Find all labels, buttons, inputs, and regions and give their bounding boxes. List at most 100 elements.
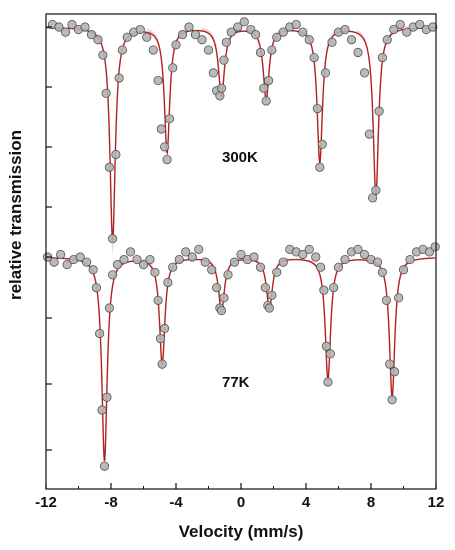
data-point (75, 252, 85, 262)
data-point (93, 35, 103, 45)
data-point (387, 395, 397, 405)
data-point (316, 262, 326, 272)
data-point (82, 257, 92, 267)
x-tick-label: 0 (237, 494, 245, 511)
data-point (340, 24, 350, 35)
data-point (163, 277, 173, 288)
data-point (148, 45, 158, 55)
annotation-77k: 77K (222, 374, 250, 391)
data-point (394, 293, 404, 303)
data-point (60, 27, 71, 37)
data-point (171, 40, 181, 50)
data-point (264, 303, 275, 313)
data-point (135, 24, 145, 35)
data-point (320, 68, 331, 78)
data-point (353, 244, 363, 254)
data-point (298, 249, 308, 260)
data-point (291, 19, 301, 30)
subspectrum-band (308, 258, 348, 389)
data-point (239, 17, 249, 27)
data-point (333, 262, 344, 272)
data-point (259, 83, 269, 93)
data-point (49, 257, 59, 267)
data-point (219, 55, 229, 65)
subspectrum-band (85, 260, 124, 475)
data-point (108, 270, 118, 280)
x-tick-label: 8 (367, 494, 375, 511)
data-point (298, 27, 308, 37)
data-point (132, 254, 142, 265)
y-axis-ticks (46, 26, 52, 451)
data-point (190, 30, 201, 40)
data-point (101, 88, 111, 98)
data-point (278, 257, 288, 267)
data-point (104, 162, 114, 172)
data-point (67, 19, 77, 30)
data-point (389, 367, 400, 377)
data-point (200, 257, 210, 267)
data-point (359, 68, 370, 78)
data-point (312, 104, 322, 114)
data-point (184, 22, 194, 32)
data-point (216, 83, 227, 93)
data-point (251, 30, 261, 40)
data-point (325, 349, 335, 359)
fit-curve (46, 27, 435, 242)
subspectrum-band (142, 258, 182, 373)
data-point (424, 247, 435, 257)
data-point (226, 27, 236, 37)
data-point (329, 282, 339, 293)
data-point (91, 282, 101, 293)
data-point (155, 333, 166, 344)
data-point (177, 30, 188, 40)
data-point (122, 32, 132, 42)
data-point (99, 461, 110, 471)
data-point (164, 114, 175, 124)
data-point (272, 32, 282, 42)
annotation-300k: 300K (222, 149, 258, 166)
data-point (315, 162, 325, 172)
x-tick-label: -4 (169, 494, 183, 511)
data-point (371, 185, 381, 195)
data-point (62, 260, 72, 270)
data-point (372, 257, 383, 267)
data-point (153, 75, 163, 86)
data-point (221, 37, 231, 47)
data-point (108, 234, 118, 244)
data-point (304, 244, 314, 254)
data-point (145, 254, 155, 265)
data-point (111, 149, 121, 160)
data-point (340, 254, 350, 265)
x-tick-label: 12 (428, 494, 445, 511)
data-point (97, 405, 107, 415)
data-point (309, 52, 319, 63)
data-point (174, 254, 184, 265)
data-point (233, 22, 243, 32)
data-point (255, 262, 266, 272)
data-point (229, 257, 240, 267)
data-point (364, 129, 374, 139)
data-point (267, 45, 277, 55)
data-point (389, 24, 399, 35)
data-point (260, 282, 270, 293)
data-point (208, 68, 218, 78)
data-point (150, 267, 160, 277)
subspectrum-band (300, 28, 340, 172)
data-point (162, 155, 172, 165)
x-tick-label: -8 (104, 494, 117, 511)
data-point (267, 290, 277, 300)
x-tick-label: -12 (35, 494, 57, 511)
data-point (212, 282, 222, 293)
fit-curve (46, 257, 435, 462)
data-point (304, 35, 314, 45)
data-point (377, 267, 387, 277)
data-point (156, 124, 166, 134)
data-point (377, 52, 387, 63)
data-point (215, 91, 225, 101)
x-axis-label: Velocity (mm/s) (179, 522, 304, 541)
data-point (382, 35, 392, 45)
data-point (160, 323, 170, 333)
data-point (374, 106, 384, 116)
data-point (168, 63, 178, 73)
subspectrum-band (356, 29, 396, 207)
